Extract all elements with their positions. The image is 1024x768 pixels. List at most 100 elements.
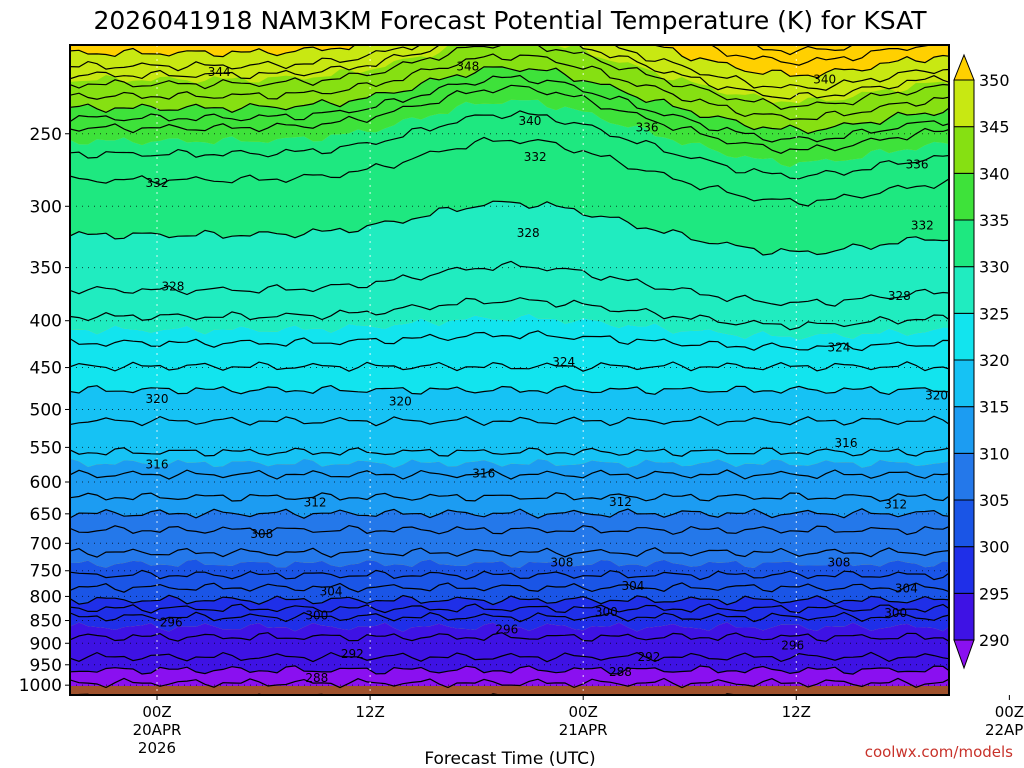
contour-label: 324 (827, 341, 850, 355)
contour-line (70, 260, 949, 307)
y-tick-label: 350 (30, 259, 62, 279)
colorbar-segment (953, 79, 975, 128)
color-band (70, 622, 949, 675)
contour-line (70, 45, 949, 79)
contour-line (70, 524, 949, 536)
colorbar-label: 330 (979, 258, 1010, 277)
colorbar-segment (953, 359, 975, 408)
color-band (70, 559, 949, 605)
contour-line (70, 547, 949, 558)
y-tick-label: 400 (30, 312, 62, 332)
contour-label: 312 (609, 495, 632, 509)
contour-label: 316 (146, 457, 169, 471)
y-tick-label: 500 (30, 400, 62, 420)
contour-label: 316 (835, 436, 858, 450)
contour-line (70, 632, 949, 642)
contour-line (70, 84, 949, 154)
grid-lines (70, 45, 949, 695)
contour-line (70, 492, 949, 502)
colorbar-label: 340 (979, 164, 1010, 183)
color-band (70, 45, 949, 134)
color-bands (70, 45, 949, 695)
x-tick-label: 12Z (782, 703, 811, 721)
y-tick-label: 950 (30, 656, 62, 676)
colorbar-segment (953, 126, 975, 174)
contour-label: 316 (472, 466, 495, 480)
y-tick-label: 650 (30, 505, 62, 525)
x-axis-label: Forecast Time (UTC) (424, 749, 595, 768)
contour-label: 332 (524, 150, 547, 164)
y-tick-label: 900 (30, 634, 62, 654)
x-tick-label: 12Z (355, 703, 384, 721)
contour-label: 344 (208, 65, 231, 79)
y-tick-label: 700 (30, 534, 62, 554)
contour-label: 324 (552, 355, 575, 369)
contour-label: 296 (160, 615, 183, 629)
color-band (70, 66, 949, 168)
contour-line (70, 361, 949, 372)
contour-line (732, 45, 856, 56)
colorbar-segment (953, 406, 975, 454)
contour-label: 304 (621, 579, 644, 593)
colorbar-label: 345 (979, 118, 1010, 137)
contour-line (70, 45, 949, 110)
contour-label: 332 (911, 219, 934, 233)
contour-line (70, 508, 949, 519)
contour-label: 320 (389, 394, 412, 408)
contour-line (70, 330, 949, 352)
contour-label: 300 (305, 608, 328, 622)
colorbar-label: 335 (979, 211, 1010, 230)
contour-label: 312 (304, 496, 327, 510)
colorbar-bottom-tip (953, 639, 975, 670)
contour-line (70, 447, 949, 457)
colorbar-label: 290 (979, 631, 1010, 650)
contour-label: 328 (888, 289, 911, 303)
contour-line (70, 384, 949, 396)
colorbar-segment (953, 592, 975, 641)
color-band (70, 45, 949, 104)
contour-line (70, 74, 949, 143)
contour-line (70, 651, 949, 663)
contour-line (70, 469, 949, 480)
contour-line (70, 611, 949, 623)
contour-label: 336 (636, 120, 659, 134)
ground-surface (70, 685, 949, 695)
y-tick-label: 300 (30, 197, 62, 217)
plot-area: 344 348 340 340 336 332 336 332 328 332 328 328 324 3… (70, 45, 949, 695)
credit-text: coolwx.com/models (865, 743, 1013, 761)
contour-line (70, 603, 949, 614)
contour-label: 340 (518, 114, 541, 128)
y-tick-label: 750 (30, 562, 62, 582)
contour-line (150, 45, 935, 66)
colorbar-label: 325 (979, 304, 1010, 323)
colorbar-segment (953, 452, 975, 501)
colorbar-segment (953, 546, 975, 594)
y-tick-label: 850 (30, 612, 62, 632)
contour-line (70, 136, 949, 207)
y-tick-label: 550 (30, 438, 62, 458)
contour-line (70, 45, 949, 91)
y-tick-label: 250 (30, 125, 62, 145)
contour-label: 340 (813, 72, 836, 86)
color-band (70, 313, 949, 395)
colorbar-label: 300 (979, 538, 1010, 557)
y-tick-label: 450 (30, 359, 62, 379)
contour-label: 288 (305, 671, 328, 685)
x-tick-label: 00Z (995, 703, 1024, 721)
colorbar-label: 320 (979, 351, 1010, 370)
contour-label: 308 (827, 556, 850, 570)
color-band (70, 508, 949, 568)
contour-label: 304 (320, 584, 343, 598)
colorbar-label: 315 (979, 398, 1010, 417)
contour-line (70, 297, 949, 331)
chart-title: 2026041918 NAM3KM Forecast Potential Tem… (93, 6, 927, 35)
x-tick-label: 20APR (133, 721, 182, 739)
colorbar-segment (953, 266, 975, 314)
contour-line (70, 677, 949, 689)
contour-line (70, 582, 949, 593)
x-tick-label: 22APR (985, 721, 1024, 739)
colorbar-label: 305 (979, 491, 1010, 510)
contour-line (70, 569, 949, 581)
x-tick-label: 00Z (569, 703, 598, 721)
